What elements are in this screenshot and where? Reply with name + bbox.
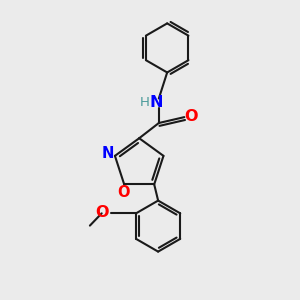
Text: N: N (102, 146, 114, 161)
Text: O: O (184, 109, 198, 124)
Text: N: N (149, 95, 163, 110)
Text: H: H (140, 96, 150, 109)
Text: O: O (95, 205, 108, 220)
Text: O: O (117, 185, 130, 200)
